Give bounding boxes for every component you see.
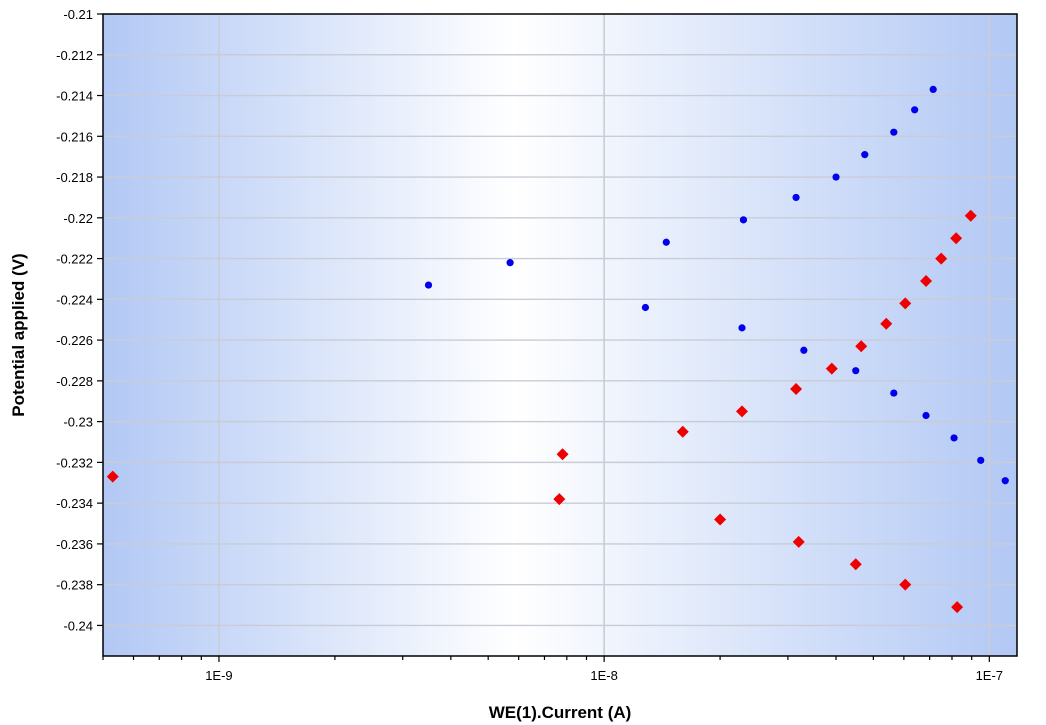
y-tick-label: -0.234 <box>56 496 93 511</box>
blue-circle-point <box>929 85 937 94</box>
red-diamond-point <box>920 274 933 287</box>
blue-circle-point <box>977 456 985 464</box>
blue-circle-point <box>792 193 800 202</box>
x-tick-label: 1E-8 <box>590 668 617 683</box>
red-diamond-point <box>855 340 868 353</box>
y-tick-label: -0.226 <box>56 333 93 348</box>
red-diamond-point <box>950 232 963 245</box>
axes: -0.21 -0.212 -0.214 -0.216 -0.218 -0.22 -0.222… <box>56 7 1003 683</box>
red-diamond-point <box>736 405 749 418</box>
blue-circle-point <box>800 346 808 354</box>
blue-circle-point <box>662 238 670 246</box>
plot-background <box>103 14 1017 656</box>
blue-circle-point <box>739 216 748 224</box>
red-diamond-point <box>899 578 912 591</box>
plot-frame <box>102 13 1018 657</box>
y-axis-title: Potential applied (V) <box>9 253 28 416</box>
red-diamond-point <box>964 209 977 222</box>
blue-circle-point <box>911 106 919 114</box>
y-tick-label: -0.24 <box>63 618 93 633</box>
blue-circle-point <box>832 173 840 181</box>
x-tick-label: 1E-9 <box>205 668 232 683</box>
blue-circle-point <box>950 434 958 442</box>
blue-circle-point <box>890 389 898 397</box>
red-diamond-point <box>106 470 119 483</box>
red-diamond-point <box>880 317 893 330</box>
red-diamond-point <box>899 297 912 310</box>
red-diamond-point <box>553 493 566 506</box>
blue-circle-point <box>852 367 860 375</box>
blue-circle-point <box>890 128 898 136</box>
blue-circle-point <box>424 281 433 289</box>
x-axis-title: WE(1).Current (A) <box>489 703 632 722</box>
y-tick-label: -0.214 <box>56 89 93 104</box>
y-tick-label: -0.238 <box>56 578 93 593</box>
red-diamond-point <box>951 601 964 614</box>
red-diamond-point <box>849 558 862 571</box>
red-diamond-point <box>676 425 689 438</box>
y-tick-label: -0.216 <box>56 129 93 144</box>
blue-circle-point <box>861 151 869 159</box>
red-diamond-point <box>792 535 805 548</box>
y-tick-label: -0.23 <box>63 415 93 430</box>
blue-circle-point <box>506 259 514 267</box>
y-tick-label: -0.228 <box>56 374 93 389</box>
y-tick-label: -0.21 <box>63 7 93 22</box>
y-tick-label: -0.224 <box>56 292 93 307</box>
red-diamond-point <box>790 383 803 396</box>
y-tick-label: -0.236 <box>56 537 93 552</box>
red-diamond-point <box>935 252 948 265</box>
red-diamond-point <box>556 448 569 461</box>
blue-circle-point <box>922 411 930 420</box>
red-diamond-point <box>825 362 838 375</box>
y-tick-label: -0.232 <box>56 455 93 470</box>
blue-circle-point <box>1001 477 1009 485</box>
y-tick-label: -0.212 <box>56 48 93 63</box>
y-tick-label: -0.22 <box>63 211 93 226</box>
gridlines <box>103 14 1017 656</box>
y-tick-label: -0.218 <box>56 170 93 185</box>
x-tick-label: 1E-7 <box>976 668 1003 683</box>
data-points <box>106 85 1009 614</box>
red-diamond-point <box>714 513 727 526</box>
blue-circle-point <box>641 303 650 312</box>
blue-circle-point <box>738 324 746 332</box>
y-tick-label: -0.222 <box>56 252 93 267</box>
